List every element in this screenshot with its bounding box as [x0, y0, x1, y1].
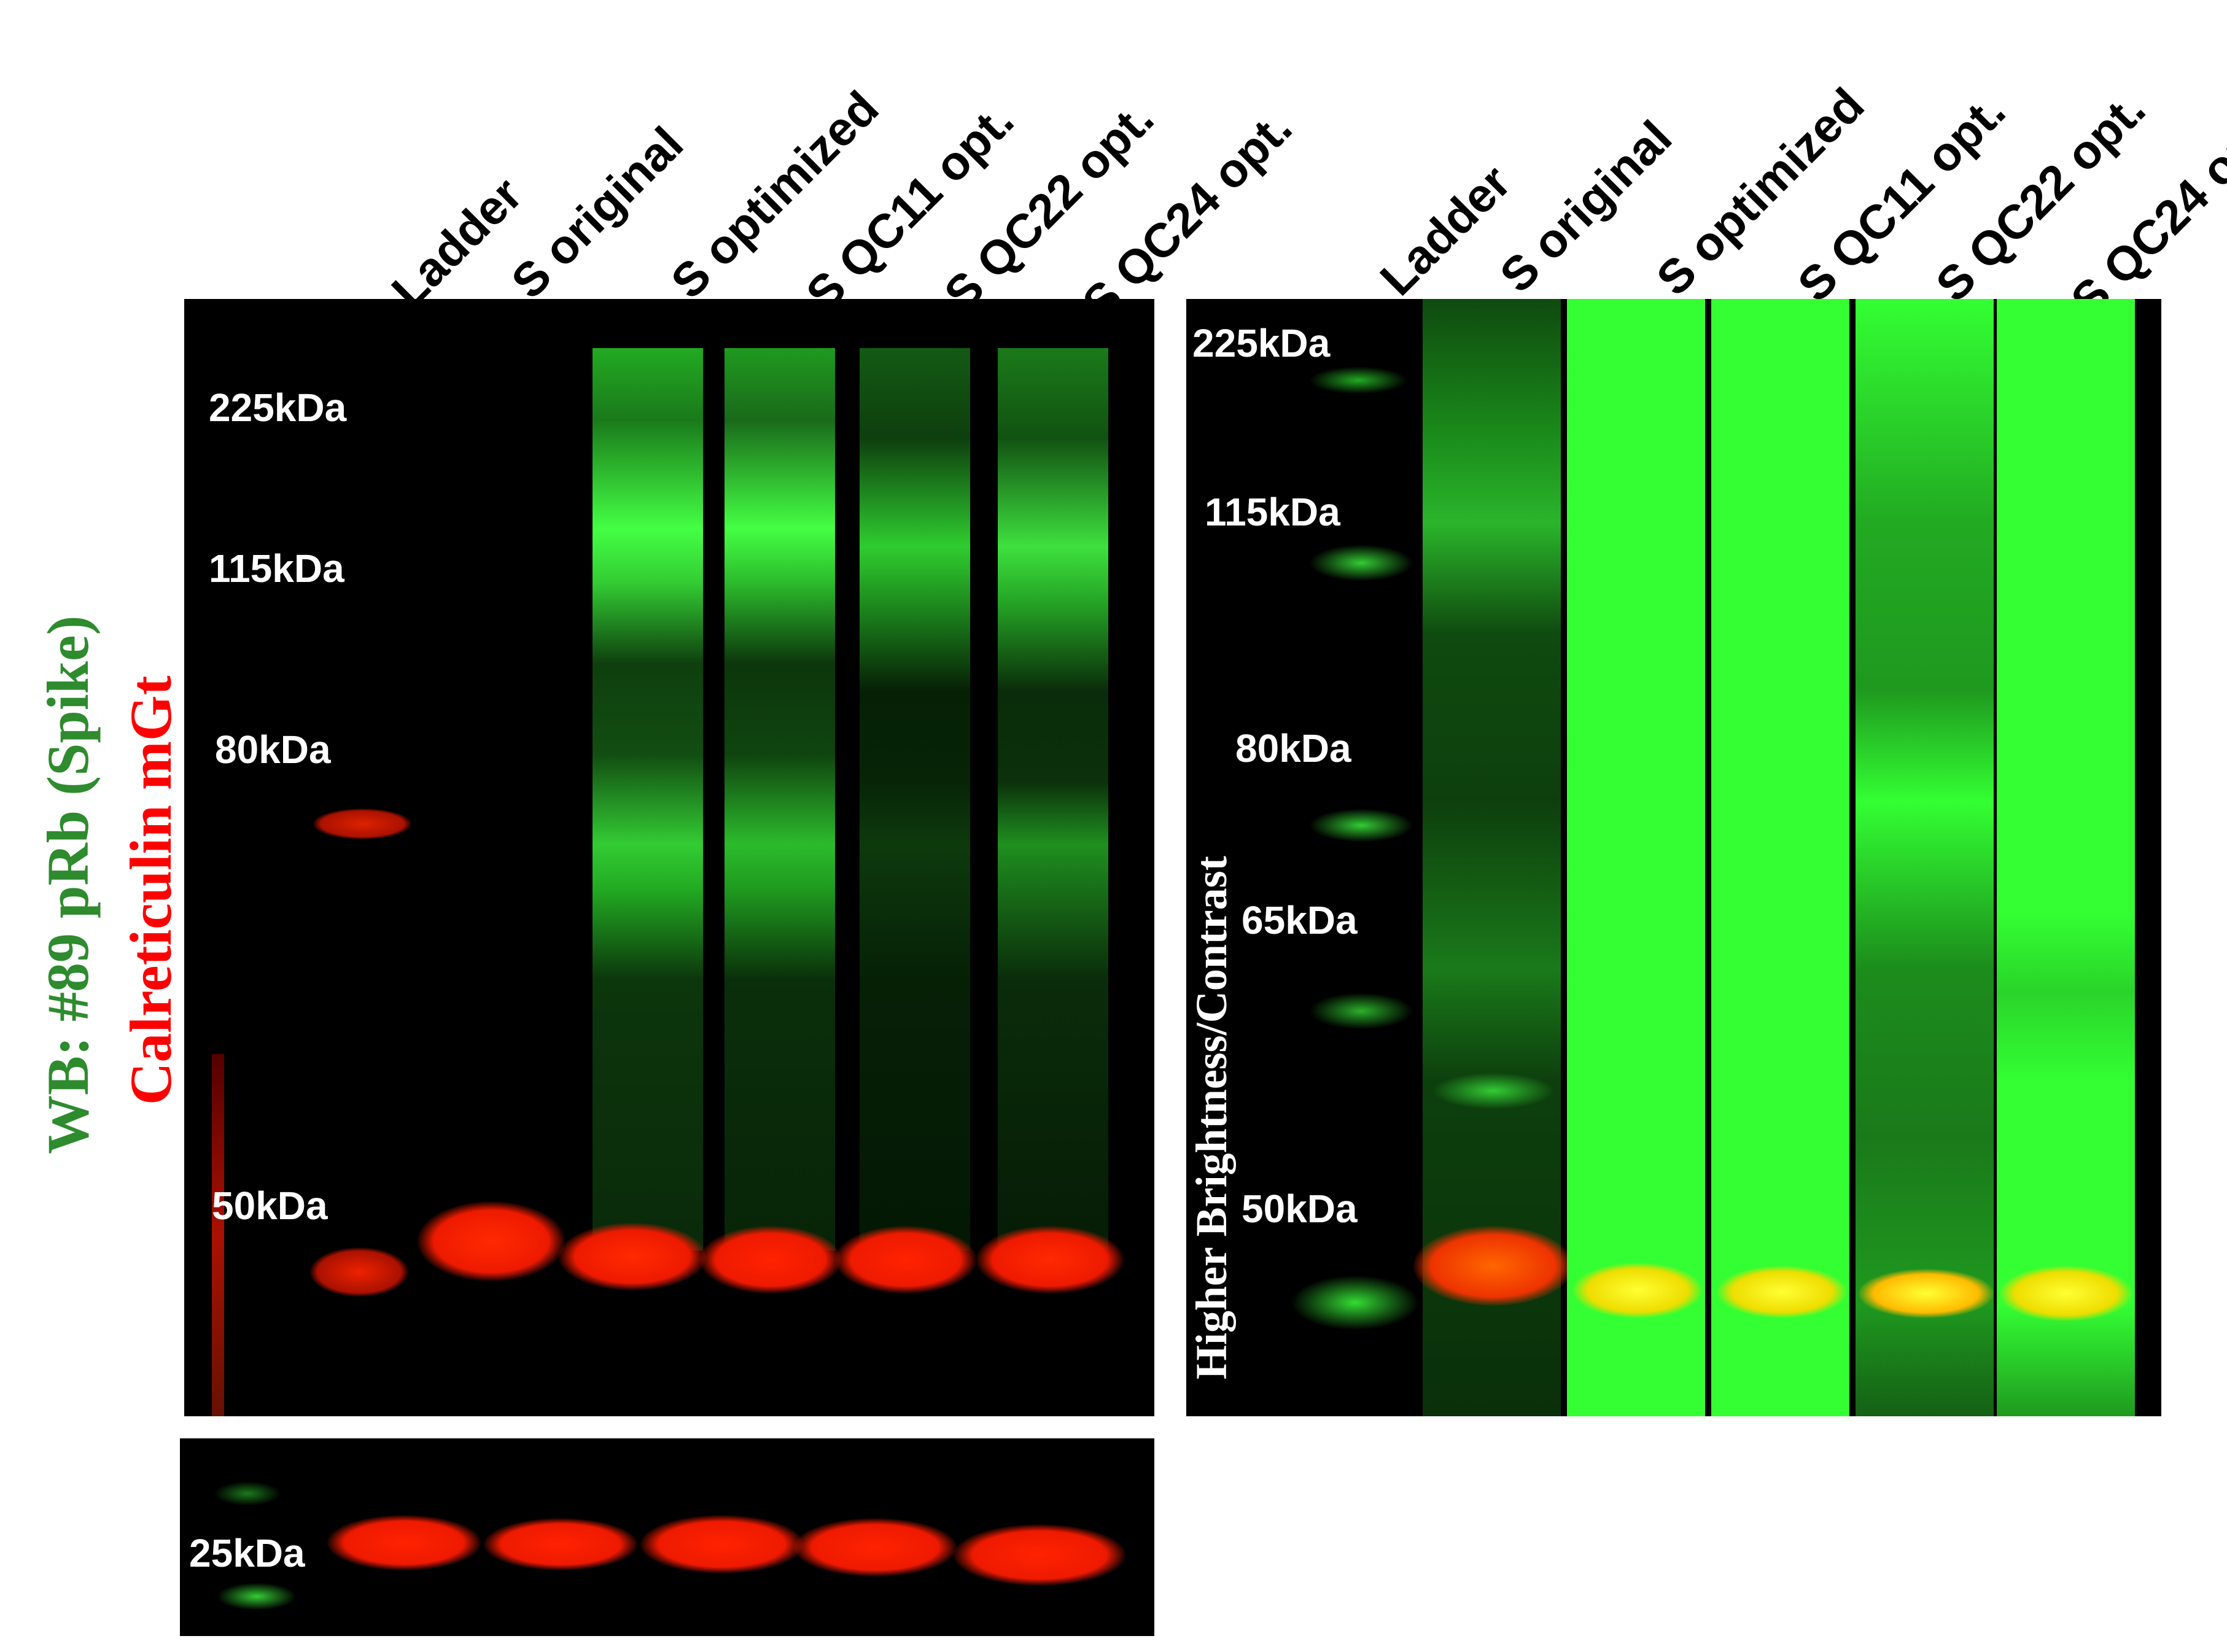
brightness-contrast-label: Higher Brightness/Contrast	[1187, 856, 1236, 1379]
ladder-band-green	[1309, 545, 1413, 581]
loading-band	[327, 1515, 481, 1570]
mw-marker-50-right: 50kDa	[1242, 1187, 1358, 1231]
ladder-band-green	[1291, 1275, 1420, 1330]
red-band-s-qc22	[835, 1226, 976, 1293]
edge-artifact	[212, 1054, 224, 1416]
mw-marker-80-right: 80kDa	[1235, 726, 1351, 770]
ladder-band-red	[313, 809, 411, 839]
lane-label-s-original-left: S original	[500, 116, 694, 309]
ladder-band-green	[1309, 993, 1413, 1030]
mw-marker-225: 225kDa	[209, 386, 347, 430]
yellow-band-s-qc22	[1859, 1269, 1994, 1318]
red-band-s-original	[418, 1201, 565, 1281]
lane-label-ladder-left: Ladder	[381, 166, 532, 318]
lane-smear-s-qc24	[998, 348, 1108, 1251]
mw-marker-225-right: 225kDa	[1192, 321, 1331, 365]
y-axis-title-antibody: WB: #89 pRb (Spike)	[35, 615, 101, 1155]
red-band-s-qc11	[700, 1226, 841, 1293]
mw-marker-80: 80kDa	[215, 727, 331, 772]
ladder-band-green	[1309, 809, 1413, 842]
ladder-band-green	[217, 1583, 297, 1610]
lane-smear-s-qc22	[860, 348, 970, 1251]
loading-band	[640, 1515, 803, 1573]
ladder-band-red	[310, 1247, 408, 1297]
y-axis-title-loading-control: Calreticulin mGt	[118, 675, 184, 1105]
lane-saturated-s-qc24	[1997, 299, 2135, 1416]
lane-saturated-s-qc11	[1711, 299, 1849, 1416]
mw-marker-115: 115kDa	[209, 546, 344, 591]
mw-marker-50: 50kDa	[212, 1184, 328, 1228]
lane-saturated-s-optimized	[1567, 299, 1705, 1416]
yellow-band-s-qc11	[1717, 1266, 1846, 1318]
left-blot-image: 225kDa 115kDa 80kDa 50kDa	[184, 299, 1154, 1416]
lane-saturated-s-qc22	[1856, 299, 1994, 1416]
mw-marker-25: 25kDa	[189, 1531, 305, 1575]
loading-band	[794, 1518, 957, 1576]
yellow-band-s-optimized	[1573, 1263, 1702, 1318]
loading-band	[954, 1524, 1125, 1586]
red-band-s-original-right	[1413, 1226, 1573, 1306]
ladder-band-green	[214, 1481, 281, 1506]
band-s-original	[1432, 1072, 1555, 1109]
red-band-s-optimized	[559, 1223, 706, 1290]
mw-marker-115-right: 115kDa	[1205, 490, 1340, 534]
lane-smear-s-qc11	[725, 348, 835, 1251]
loading-control-blot-image: 25kDa	[180, 1438, 1154, 1636]
loading-band	[484, 1518, 637, 1570]
lane-label-ladder-right: Ladder	[1369, 154, 1521, 306]
right-blot-image: 225kDa 115kDa 80kDa 65kDa 50kDa Higher B…	[1186, 299, 2161, 1416]
red-band-s-qc24	[976, 1226, 1124, 1293]
yellow-band-s-qc24	[2000, 1266, 2132, 1321]
mw-marker-65-right: 65kDa	[1242, 898, 1358, 942]
lane-smear-s-optimized	[593, 348, 703, 1251]
ladder-band-green	[1309, 366, 1407, 394]
